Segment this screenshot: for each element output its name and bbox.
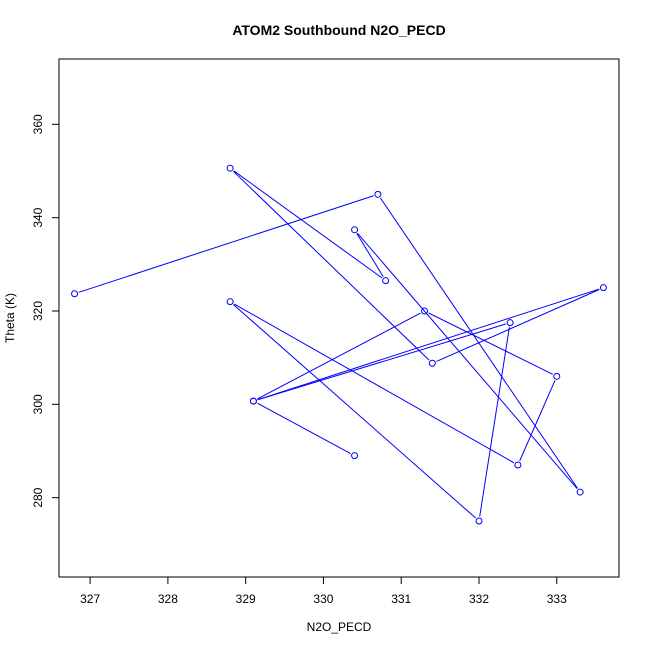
y-axis: 280 300 320 340 360	[31, 114, 60, 508]
data-point-marker	[226, 298, 234, 306]
series-line-segment	[257, 288, 600, 401]
y-tick-label: 300	[31, 394, 45, 414]
data-point-marker	[553, 372, 561, 380]
series-line-segment	[519, 380, 556, 462]
x-tick-label: 330	[313, 592, 333, 606]
y-tick-label: 340	[31, 207, 45, 227]
series-line-segment	[257, 312, 421, 400]
data-point-marker	[249, 397, 257, 405]
data-point-marker	[226, 164, 234, 172]
chart-title: ATOM2 Southbound N2O_PECD	[232, 22, 445, 38]
series-line-segment	[356, 233, 384, 278]
x-tick-label: 332	[469, 592, 489, 606]
data-point-marker	[514, 461, 522, 469]
series-line-segment	[233, 170, 430, 361]
series-line-segment	[428, 312, 553, 375]
y-tick-label: 320	[31, 301, 45, 321]
series-line-segment	[436, 289, 600, 362]
x-tick-label: 328	[158, 592, 178, 606]
data-point-marker	[351, 226, 359, 234]
series-line-segment	[233, 303, 515, 464]
series-line-segment	[257, 402, 351, 454]
series-layer	[71, 164, 607, 525]
data-point-marker	[506, 319, 514, 327]
data-point-marker	[71, 290, 79, 298]
series-line-segment	[233, 304, 476, 519]
series-line-segment	[380, 197, 578, 489]
series-line-segment	[479, 327, 510, 517]
x-tick-label: 327	[80, 592, 100, 606]
series-line-segment	[233, 170, 383, 279]
y-axis-label: Theta (K)	[3, 293, 17, 343]
data-point-marker	[421, 307, 429, 315]
data-point-marker	[382, 277, 390, 285]
x-tick-label: 329	[236, 592, 256, 606]
data-point-marker	[374, 190, 382, 198]
data-point-marker	[475, 517, 483, 525]
x-axis-label: N2O_PECD	[307, 620, 372, 634]
data-point-marker	[351, 452, 359, 460]
data-point-marker	[599, 284, 607, 292]
x-tick-label: 331	[391, 592, 411, 606]
series-line-segment	[78, 195, 374, 293]
data-point-marker	[576, 488, 584, 496]
data-point-marker	[428, 359, 436, 367]
y-tick-label: 360	[31, 114, 45, 134]
series-line-segment	[357, 232, 578, 489]
x-tick-label: 333	[547, 592, 567, 606]
x-axis: 327 328 329 330 331 332 333	[80, 576, 567, 606]
series-line-segment	[257, 323, 506, 401]
y-tick-label: 280	[31, 487, 45, 507]
